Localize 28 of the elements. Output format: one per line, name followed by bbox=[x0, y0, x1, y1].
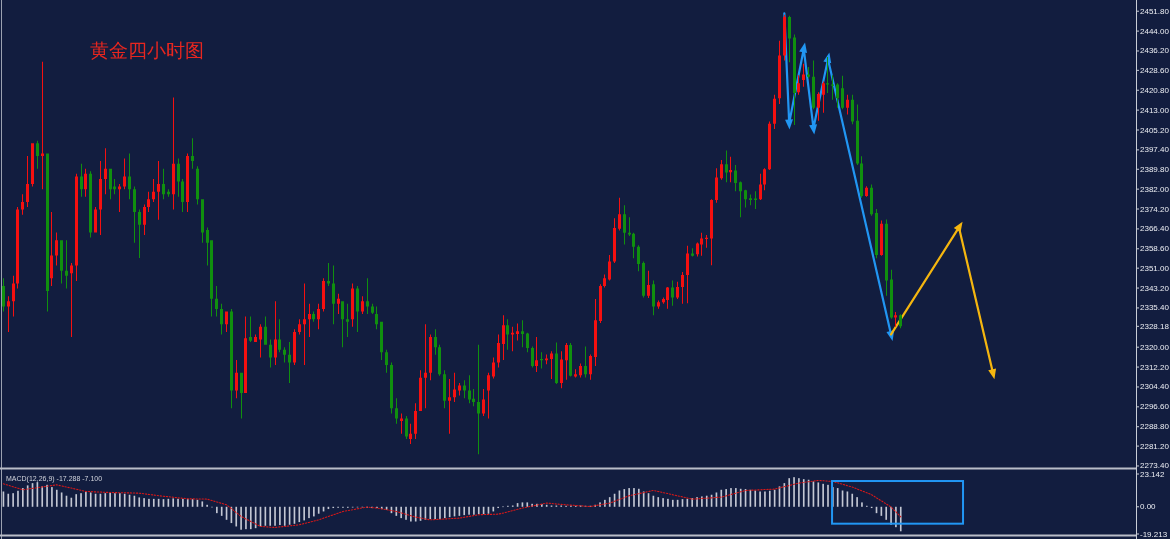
y-tick-label: 2328.18 bbox=[1140, 321, 1170, 331]
y-tick-label: 2296.60 bbox=[1140, 402, 1170, 412]
y-tick-label: 2428.60 bbox=[1140, 65, 1170, 75]
y-tick-label: 2444.00 bbox=[1140, 26, 1170, 36]
y-tick-label: 2358.60 bbox=[1140, 244, 1170, 254]
y-tick-label: 2451.80 bbox=[1140, 6, 1170, 16]
y-tick-label: 2273.40 bbox=[1140, 461, 1170, 471]
y-tick-label: 2343.20 bbox=[1140, 283, 1170, 293]
y-tick-label: 2397.40 bbox=[1140, 145, 1170, 155]
y-tick-label: 2320.00 bbox=[1140, 342, 1170, 352]
y-tick-label: 2389.80 bbox=[1140, 164, 1170, 174]
y-tick-label: 23.142 bbox=[1140, 469, 1166, 479]
y-tick-label: -19.213 bbox=[1140, 529, 1168, 539]
y-tick-label: 2436.20 bbox=[1140, 46, 1170, 56]
y-tick-label: 2304.40 bbox=[1140, 382, 1170, 392]
y-tick-label: 2351.00 bbox=[1140, 263, 1170, 273]
y-tick-label: 2413.00 bbox=[1140, 105, 1170, 115]
y-tick-label: 2405.20 bbox=[1140, 125, 1170, 135]
y-tick-label: 2312.20 bbox=[1140, 362, 1170, 372]
y-tick-label: 2420.80 bbox=[1140, 85, 1170, 95]
text: 黄金四小时图 bbox=[90, 40, 204, 61]
y-tick-label: 2374.20 bbox=[1140, 204, 1170, 214]
y-tick-label: 0.00 bbox=[1140, 502, 1157, 512]
y-tick-label: 2281.20 bbox=[1140, 441, 1170, 451]
y-tick-label: 2382.00 bbox=[1140, 184, 1170, 194]
y-tick-label: 2335.40 bbox=[1140, 303, 1170, 313]
y-tick-label: 2288.80 bbox=[1140, 422, 1170, 432]
y-tick-label: 2366.40 bbox=[1140, 224, 1170, 234]
